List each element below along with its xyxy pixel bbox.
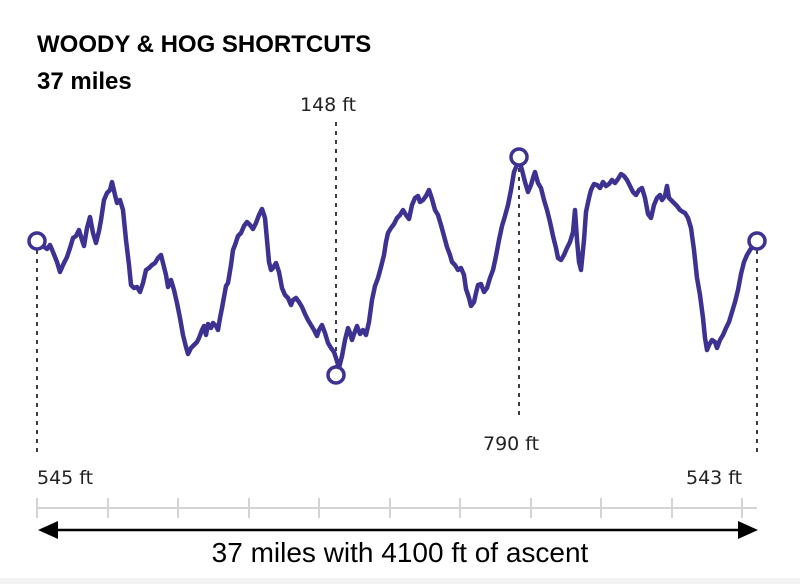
chart-subtitle: 37 miles bbox=[37, 68, 132, 95]
start-elevation-label: 545 ft bbox=[37, 467, 94, 489]
guide-lines bbox=[36, 122, 758, 456]
arrow-right-head bbox=[738, 521, 758, 539]
distance-ascent-caption: 37 miles with 4100 ft of ascent bbox=[211, 537, 589, 568]
end-marker bbox=[747, 231, 767, 251]
arrow-left-head bbox=[38, 521, 58, 539]
distance-axis bbox=[36, 498, 757, 518]
max-elevation-label: 790 ft bbox=[483, 433, 540, 455]
end-elevation-label: 543 ft bbox=[686, 467, 743, 489]
bottom-strip bbox=[0, 578, 800, 584]
markers bbox=[27, 147, 767, 385]
max-marker bbox=[509, 147, 529, 167]
min-elevation-label: 148 ft bbox=[300, 94, 357, 116]
start-marker bbox=[27, 231, 47, 251]
chart-title: WOODY & HOG SHORTCUTS bbox=[37, 31, 372, 58]
min-marker bbox=[326, 365, 346, 385]
distance-arrow bbox=[38, 521, 758, 539]
elevation-profile-line bbox=[34, 157, 760, 371]
